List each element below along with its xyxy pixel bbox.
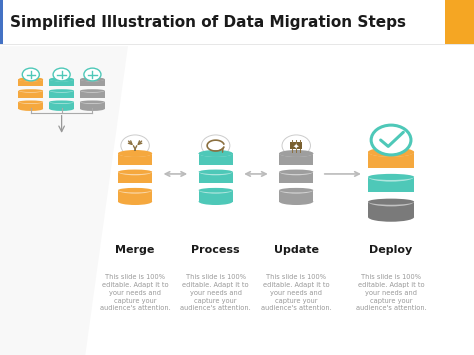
Ellipse shape bbox=[279, 198, 313, 205]
Ellipse shape bbox=[18, 78, 43, 81]
Polygon shape bbox=[0, 46, 128, 355]
Ellipse shape bbox=[368, 147, 414, 157]
Ellipse shape bbox=[118, 188, 152, 192]
Polygon shape bbox=[49, 91, 74, 98]
Ellipse shape bbox=[368, 149, 414, 155]
Ellipse shape bbox=[49, 88, 74, 93]
Circle shape bbox=[84, 68, 101, 81]
Polygon shape bbox=[80, 91, 105, 98]
Text: ✦: ✦ bbox=[293, 141, 300, 150]
Text: This slide is 100%
editable. Adapt it to
your needs and
capture your
audience's : This slide is 100% editable. Adapt it to… bbox=[180, 274, 251, 311]
Ellipse shape bbox=[199, 150, 233, 157]
Ellipse shape bbox=[80, 100, 105, 104]
Ellipse shape bbox=[49, 100, 74, 103]
Ellipse shape bbox=[18, 100, 43, 103]
Polygon shape bbox=[118, 153, 152, 165]
Ellipse shape bbox=[279, 168, 313, 175]
Polygon shape bbox=[80, 80, 105, 86]
Ellipse shape bbox=[118, 150, 152, 157]
Ellipse shape bbox=[18, 89, 43, 92]
Polygon shape bbox=[49, 80, 74, 86]
Ellipse shape bbox=[279, 187, 313, 193]
Ellipse shape bbox=[368, 199, 414, 205]
Ellipse shape bbox=[49, 77, 74, 82]
Polygon shape bbox=[199, 190, 233, 202]
Polygon shape bbox=[18, 91, 43, 98]
Ellipse shape bbox=[368, 172, 414, 182]
Text: Deploy: Deploy bbox=[369, 245, 413, 255]
Ellipse shape bbox=[118, 187, 152, 193]
Text: Process: Process bbox=[191, 245, 240, 255]
Polygon shape bbox=[199, 153, 233, 165]
Ellipse shape bbox=[80, 77, 105, 82]
Ellipse shape bbox=[279, 170, 313, 174]
Ellipse shape bbox=[18, 106, 43, 111]
Ellipse shape bbox=[118, 151, 152, 156]
Ellipse shape bbox=[80, 77, 105, 82]
Ellipse shape bbox=[199, 151, 233, 156]
Ellipse shape bbox=[18, 88, 43, 93]
Ellipse shape bbox=[199, 187, 233, 193]
Text: This slide is 100%
editable. Adapt it to
your needs and
capture your
audience's : This slide is 100% editable. Adapt it to… bbox=[261, 274, 332, 311]
Polygon shape bbox=[279, 190, 313, 202]
FancyBboxPatch shape bbox=[290, 142, 302, 149]
Polygon shape bbox=[18, 102, 43, 109]
Ellipse shape bbox=[18, 77, 43, 82]
Text: Simplified Illustration of Data Migration Steps: Simplified Illustration of Data Migratio… bbox=[10, 15, 406, 30]
FancyBboxPatch shape bbox=[0, 0, 3, 44]
Ellipse shape bbox=[49, 78, 74, 81]
Ellipse shape bbox=[279, 151, 313, 156]
Ellipse shape bbox=[279, 188, 313, 192]
Ellipse shape bbox=[80, 88, 105, 93]
Polygon shape bbox=[80, 102, 105, 109]
Ellipse shape bbox=[199, 150, 233, 157]
Ellipse shape bbox=[368, 212, 414, 222]
Circle shape bbox=[121, 135, 149, 156]
Ellipse shape bbox=[80, 89, 105, 92]
Ellipse shape bbox=[80, 100, 105, 103]
Ellipse shape bbox=[80, 78, 105, 81]
Ellipse shape bbox=[80, 106, 105, 111]
Ellipse shape bbox=[118, 170, 152, 174]
Ellipse shape bbox=[118, 168, 152, 175]
Ellipse shape bbox=[368, 197, 414, 206]
Ellipse shape bbox=[199, 170, 233, 174]
Polygon shape bbox=[118, 190, 152, 202]
Ellipse shape bbox=[199, 168, 233, 175]
Ellipse shape bbox=[18, 77, 43, 82]
Circle shape bbox=[282, 135, 310, 156]
Text: Update: Update bbox=[274, 245, 319, 255]
Ellipse shape bbox=[49, 89, 74, 92]
Polygon shape bbox=[368, 202, 414, 217]
Polygon shape bbox=[368, 177, 414, 192]
Ellipse shape bbox=[279, 150, 313, 157]
Circle shape bbox=[371, 125, 411, 155]
Ellipse shape bbox=[49, 106, 74, 111]
Text: Merge: Merge bbox=[115, 245, 155, 255]
Ellipse shape bbox=[368, 147, 414, 157]
Text: This slide is 100%
editable. Adapt it to
your needs and
capture your
audience's : This slide is 100% editable. Adapt it to… bbox=[100, 274, 171, 311]
Polygon shape bbox=[279, 153, 313, 165]
Ellipse shape bbox=[199, 198, 233, 205]
Polygon shape bbox=[18, 80, 43, 86]
Circle shape bbox=[53, 68, 70, 81]
Ellipse shape bbox=[279, 150, 313, 157]
Text: This slide is 100%
editable. Adapt it to
your needs and
capture your
audience's : This slide is 100% editable. Adapt it to… bbox=[356, 274, 427, 311]
Polygon shape bbox=[49, 102, 74, 109]
Circle shape bbox=[22, 68, 39, 81]
Polygon shape bbox=[368, 152, 414, 168]
Ellipse shape bbox=[18, 100, 43, 104]
Polygon shape bbox=[279, 172, 313, 183]
Ellipse shape bbox=[49, 100, 74, 104]
Ellipse shape bbox=[118, 150, 152, 157]
Polygon shape bbox=[199, 172, 233, 183]
Ellipse shape bbox=[118, 198, 152, 205]
Polygon shape bbox=[118, 172, 152, 183]
Circle shape bbox=[201, 135, 230, 156]
Ellipse shape bbox=[49, 77, 74, 82]
Ellipse shape bbox=[199, 188, 233, 192]
FancyBboxPatch shape bbox=[445, 0, 474, 44]
Ellipse shape bbox=[368, 174, 414, 180]
